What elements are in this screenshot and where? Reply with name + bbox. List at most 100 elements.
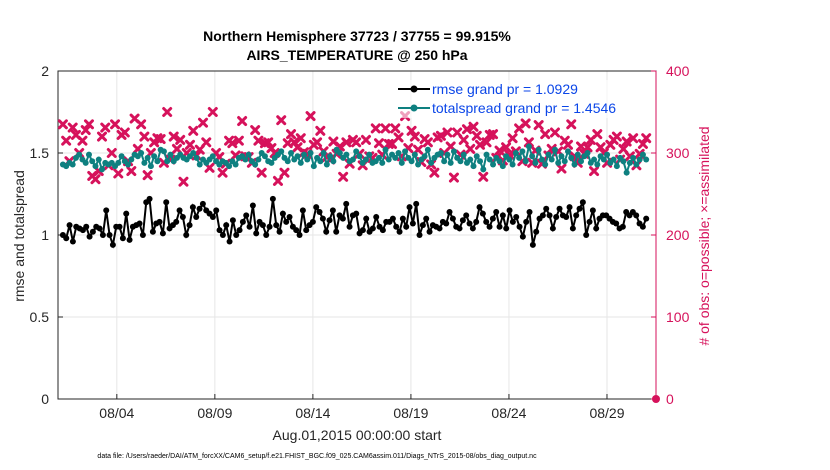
rmse-point xyxy=(539,212,546,219)
obs-point xyxy=(556,163,567,174)
rmse-point xyxy=(263,232,270,238)
y2-tick-label: 100 xyxy=(666,309,690,325)
obs-point xyxy=(295,133,306,144)
spread-point xyxy=(294,153,301,160)
rmse-point xyxy=(459,217,466,224)
rmse-point xyxy=(363,215,370,222)
rmse-point xyxy=(533,228,540,235)
obs-point xyxy=(452,127,463,138)
legend-marker-spread xyxy=(410,104,418,112)
obs-point xyxy=(373,138,384,149)
rmse-point xyxy=(309,218,316,225)
obs-cross xyxy=(452,127,463,138)
rmse-point xyxy=(213,207,220,214)
legend-label-rmse: rmse grand pr = 1.0929 xyxy=(432,81,578,97)
rmse-point xyxy=(69,238,76,245)
rmse-point xyxy=(373,213,380,220)
obs-point xyxy=(256,167,267,178)
rmse-point xyxy=(163,199,170,206)
spread-point xyxy=(268,159,275,166)
obs-cross xyxy=(422,137,433,148)
rmse-point xyxy=(66,222,73,229)
obs-point xyxy=(175,134,186,145)
rmse-point xyxy=(259,222,266,229)
obs-cross xyxy=(442,127,453,138)
spread-point xyxy=(630,154,637,161)
spread-point xyxy=(473,153,480,160)
y-axis-right: 0 100 200 300 400 xyxy=(651,63,690,407)
y-tick-label: 1.5 xyxy=(30,145,50,161)
spread-point xyxy=(591,156,598,163)
obs-cross xyxy=(589,166,600,177)
rmse-point xyxy=(449,215,456,222)
rmse-point xyxy=(576,205,583,212)
obs-cross xyxy=(360,134,371,145)
obs-point xyxy=(83,119,94,130)
rmse-point xyxy=(286,213,293,220)
spread-point xyxy=(95,156,102,163)
spread-point xyxy=(193,154,200,161)
rmse-point xyxy=(296,232,303,238)
obs-cross xyxy=(83,119,94,130)
obs-point xyxy=(80,125,91,136)
rmse-point xyxy=(246,223,253,230)
obs-point xyxy=(458,134,469,145)
legend: rmse grand pr = 1.0929 totalspread grand… xyxy=(392,80,648,118)
rmse-point xyxy=(486,223,493,230)
spread-point xyxy=(600,156,607,163)
spread-point xyxy=(428,159,435,166)
obs-point xyxy=(478,171,489,182)
obs-cross xyxy=(139,131,150,142)
x-axis-label: Aug.01,2015 00:00:00 start xyxy=(273,427,442,443)
spread-point xyxy=(349,156,356,163)
spread-point xyxy=(154,158,161,165)
rmse-point xyxy=(443,220,450,227)
footer-data-file: data file: /Users/raeder/DAI/ATM_forcXX/… xyxy=(97,453,537,460)
spread-point xyxy=(284,158,291,165)
spread-point xyxy=(323,161,330,168)
obs-cross xyxy=(250,125,261,136)
rmse-point xyxy=(186,222,193,229)
spread-point xyxy=(382,146,389,153)
obs-point xyxy=(110,119,121,130)
rmse-point xyxy=(633,212,640,219)
rmse-point xyxy=(569,225,576,232)
spread-point xyxy=(310,163,317,170)
rmse-point xyxy=(456,225,463,232)
obs-cross xyxy=(207,107,218,117)
obs-point xyxy=(315,125,326,136)
rmse-point xyxy=(343,200,350,207)
spread-point xyxy=(568,154,575,161)
spread-point xyxy=(330,158,337,165)
obs-point xyxy=(501,142,512,153)
rmse-point xyxy=(83,223,90,230)
rmse-point xyxy=(139,232,146,238)
spread-point xyxy=(160,148,167,155)
x-tick-label: 08/09 xyxy=(197,405,232,421)
obs-point xyxy=(77,135,88,146)
obs-cross xyxy=(373,138,384,149)
obs-point xyxy=(582,142,593,153)
obs-cross xyxy=(175,134,186,145)
obs-point xyxy=(201,137,212,148)
y-tick-label: 1 xyxy=(41,227,49,243)
obs-point xyxy=(162,107,173,117)
obs-point xyxy=(272,175,283,186)
rmse-point xyxy=(106,232,113,238)
spread-point xyxy=(118,153,125,160)
series-layer xyxy=(57,107,660,403)
spread-point xyxy=(304,156,311,163)
obs-point xyxy=(562,139,573,150)
obs-point xyxy=(312,137,323,148)
rmse-point xyxy=(273,222,280,229)
obs-point xyxy=(390,123,401,134)
obs-point xyxy=(488,129,499,140)
rmse-point xyxy=(563,213,570,220)
spread-point xyxy=(353,148,360,155)
rmse-line xyxy=(62,196,648,249)
rmse-point xyxy=(216,227,223,234)
spread-point xyxy=(558,153,565,160)
spread-point xyxy=(529,153,536,160)
spread-point xyxy=(147,163,154,170)
obs-point xyxy=(351,137,362,148)
